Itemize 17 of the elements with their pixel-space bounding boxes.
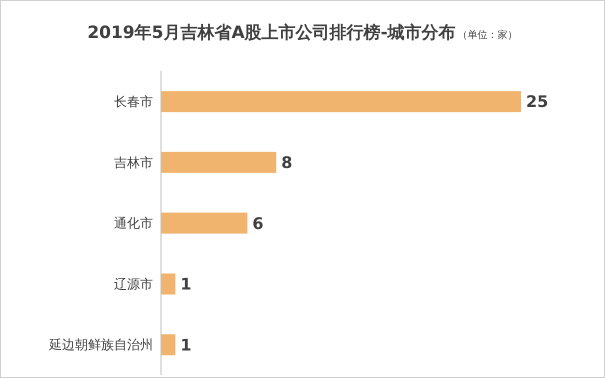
y-tick-label: 辽源市: [114, 277, 153, 292]
bar: [161, 91, 521, 112]
data-label: 1: [180, 274, 192, 294]
bar: [161, 273, 176, 294]
chart-subtitle: （单位：家）: [458, 30, 518, 41]
data-label: 6: [252, 214, 264, 233]
y-tick-label: 通化市: [114, 216, 153, 232]
data-label: 8: [281, 153, 292, 172]
y-tick-label: 长春市: [114, 95, 153, 110]
bar: [161, 212, 248, 234]
y-tick-label: 吉林市: [114, 156, 153, 171]
bar: [161, 334, 176, 356]
chart-title: 2019年5月吉林省A股上市公司排行榜-城市分布: [87, 23, 456, 43]
y-tick-label: 延边朝鲜族自治州: [48, 338, 153, 354]
bar: [161, 152, 276, 173]
data-label: 25: [526, 92, 548, 112]
data-label: 1: [180, 335, 192, 354]
